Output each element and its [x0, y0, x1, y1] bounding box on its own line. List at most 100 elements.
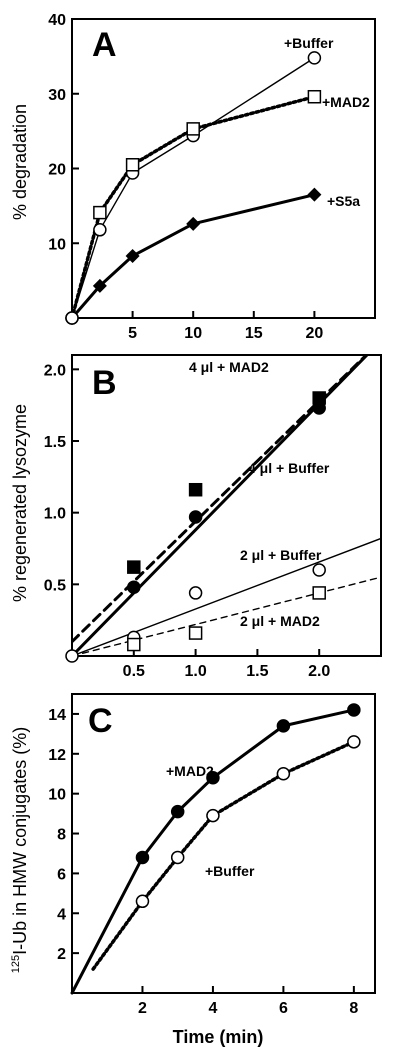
y-tick-label: 2	[57, 946, 66, 963]
series-label-b-4ul-mad2: 4 μl + MAD2	[189, 359, 269, 375]
y-tick-label: 10	[48, 787, 66, 804]
series-label-b-2ul-mad2: 2 μl + MAD2	[240, 613, 320, 629]
data-point-open-square	[188, 626, 203, 640]
series-label-a-s5a: +S5a	[327, 193, 360, 209]
series-label-b-2ul-buffer: 2 μl + Buffer	[240, 547, 322, 563]
panel-b-y-axis-label: % regenerated lysozyme	[10, 404, 30, 602]
series-line-s5a	[70, 193, 316, 320]
data-point-open-circle	[347, 735, 361, 749]
y-tick-label: 4	[57, 906, 66, 923]
panel-a-lines	[70, 57, 317, 320]
fit-line-2lbuffer	[72, 537, 381, 656]
fit-line-4lmad2	[72, 355, 369, 644]
data-point-filled-circle	[347, 703, 361, 717]
data-point-filled-circle	[127, 580, 141, 594]
data-point-open-circle	[307, 51, 322, 65]
panel-a-y-axis-label: % degradation	[10, 104, 30, 220]
data-point-open-square	[125, 158, 140, 172]
panel-b-letter: B	[92, 364, 117, 402]
data-point-open-circle	[276, 766, 291, 781]
data-point-open-square	[307, 89, 322, 104]
data-point-open-square	[312, 586, 326, 600]
y-tick-label: 14	[48, 707, 66, 724]
y-tick-label: 0.5	[44, 577, 66, 594]
panel-c-lines	[70, 708, 356, 995]
panel-c-letter: C	[88, 702, 113, 740]
x-tick-label: 1.5	[246, 663, 268, 680]
y-tick-label: 12	[48, 747, 66, 764]
panel-a-letter: A	[92, 26, 117, 64]
y-tick-label: 2.0	[44, 362, 66, 379]
panel-c: C 125I-Ub in HMW conjugates (%) Time (mi…	[10, 693, 376, 1047]
series-label-a-buffer: +Buffer	[284, 35, 334, 51]
data-point-filled-circle	[170, 804, 185, 819]
data-point-open-square	[127, 637, 141, 652]
x-tick-label: 6	[279, 1000, 288, 1017]
data-point-filled-diamond	[92, 278, 107, 293]
plot-frame-c	[71, 693, 376, 994]
y-tick-label: 20	[48, 162, 66, 179]
series-line-buffer	[91, 740, 356, 971]
x-tick-label: 5	[128, 325, 137, 342]
data-point-open-circle	[135, 894, 150, 909]
data-point-filled-circle	[188, 510, 203, 524]
fit-line-2lmad2	[72, 576, 381, 656]
series-label-c-mad2: +MAD2	[166, 763, 214, 779]
data-point-open-circle	[188, 586, 203, 600]
series-line-mad2	[70, 708, 356, 995]
plot-frame-a	[71, 18, 376, 319]
data-point-filled-square	[188, 482, 203, 497]
data-point-filled-circle	[135, 850, 150, 865]
data-point-filled-diamond	[125, 248, 140, 263]
x-tick-label: 1.0	[184, 663, 206, 680]
data-point-open-circle	[206, 808, 220, 823]
x-tick-label: 15	[245, 325, 263, 342]
panel-c-ticks: 2 4 6 8 2 4 6 8 10 12 14	[48, 693, 376, 1017]
data-point-open-circle	[65, 649, 79, 663]
y-tick-label: 8	[57, 827, 66, 844]
y-tick-label: 1.5	[44, 434, 66, 451]
series-label-c-buffer: +Buffer	[205, 863, 255, 879]
x-tick-label: 4	[208, 1000, 217, 1017]
data-point-open-circle	[65, 311, 79, 325]
y-tick-label: 40	[48, 12, 66, 29]
x-tick-label: 2.0	[308, 663, 330, 680]
plot-frame-b	[71, 354, 382, 657]
panel-b-fit-lines	[72, 355, 381, 656]
panel-c-y-axis-label: 125I-Ub in HMW conjugates (%)	[10, 727, 30, 973]
x-tick-label: 2	[138, 1000, 147, 1017]
panel-c-y-axis-text: I-Ub in HMW conjugates (%)	[10, 727, 30, 955]
data-point-filled-circle	[206, 770, 220, 785]
panel-a-ticks: 5 10 15 20 10 20 30 40	[48, 12, 376, 342]
panel-c-markers	[135, 703, 361, 909]
data-point-open-circle	[93, 223, 107, 237]
panel-b-markers	[65, 391, 326, 663]
data-point-open-circle	[312, 563, 326, 577]
panel-a-markers	[65, 51, 322, 325]
data-point-open-square	[93, 205, 107, 220]
data-point-filled-circle	[312, 401, 326, 415]
data-point-filled-diamond	[307, 187, 322, 202]
y-tick-label: 30	[48, 87, 66, 104]
fit-line-4lbuffer	[72, 355, 370, 656]
data-point-filled-circle	[276, 719, 291, 733]
data-point-open-square	[186, 122, 200, 136]
data-point-open-circle	[170, 850, 185, 865]
x-tick-label: 20	[306, 325, 324, 342]
panel-b-ticks: 0.5 1.0 1.5 2.0 0.5 1.0 1.5 2.0	[44, 354, 382, 680]
y-tick-label: 1.0	[44, 506, 66, 523]
series-label-a-mad2: +MAD2	[322, 94, 370, 110]
panel-b: B % regenerated lysozyme 0.5 1.0 1.5 2.00.5…	[10, 354, 382, 680]
data-point-filled-diamond	[186, 216, 201, 231]
x-tick-label: 8	[349, 1000, 358, 1017]
panel-c-x-axis-label: Time (min)	[173, 1027, 264, 1047]
y-tick-label: 6	[57, 866, 66, 883]
y-tick-label: 10	[48, 236, 66, 253]
x-tick-label: 10	[184, 325, 202, 342]
x-tick-label: 0.5	[123, 663, 145, 680]
panel-c-y-axis-superscript: 125	[10, 955, 22, 973]
data-point-filled-square	[127, 560, 141, 574]
series-label-b-4ul-buffer: 4 μl + Buffer	[248, 460, 330, 476]
